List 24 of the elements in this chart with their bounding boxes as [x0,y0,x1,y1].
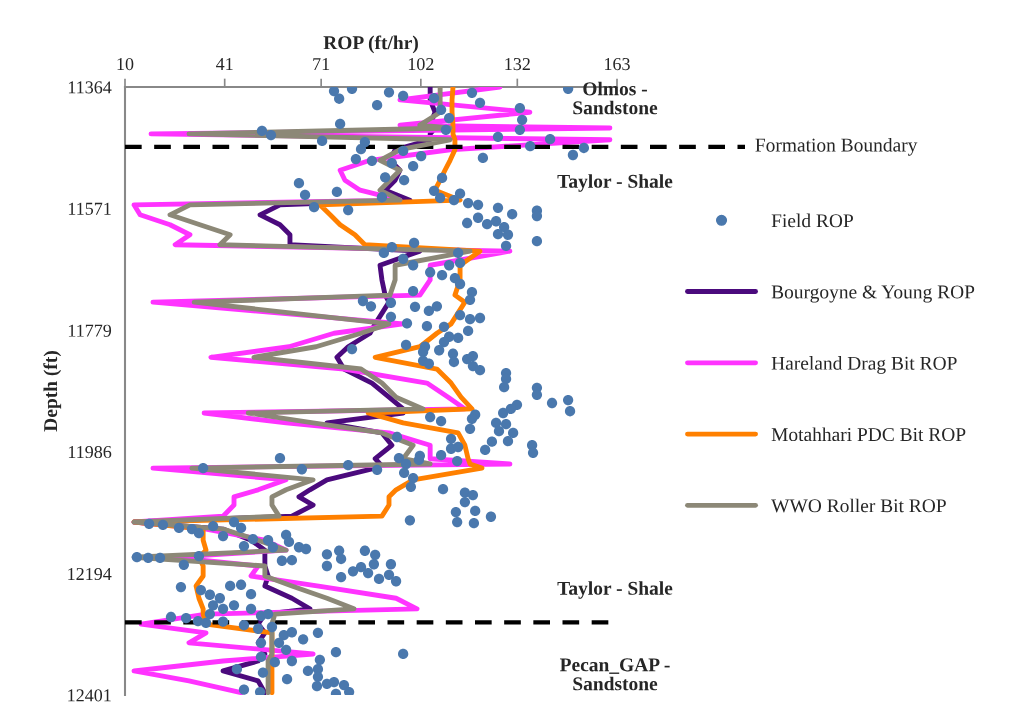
x-tick-label: 71 [313,58,330,70]
x-tick-label: 41 [216,58,233,70]
x-axis-title: ROP (ft/hr) [323,35,418,54]
legend-label: WWO Roller Bit ROP [771,498,946,513]
x-tick-label: 10 [117,57,134,71]
x-tick-label: 163 [605,58,630,71]
y-tick-label: 12194 [68,567,112,581]
annotation: Taylor - Shale [557,581,673,599]
legend-label: Hareland Drag Bit ROP [771,356,957,374]
x-tick-label: 102 [408,57,434,71]
y-tick-label: 12401 [68,689,111,702]
annotation: Pecan_GAP - Sandstone [559,658,670,691]
annotation: Taylor - Shale [557,174,673,192]
ref-line-label: Formation Boundary [755,137,918,156]
y-tick-label: 11986 [68,445,112,459]
annotation: Olmos - Sandstone [573,81,658,115]
y-tick-label: 11364 [68,81,112,94]
y-tick-label: 11779 [68,324,112,337]
legend-label: Field ROP [771,213,853,228]
y-axis-title: Depth (ft) [43,351,62,432]
y-tick-label: 11571 [68,202,111,215]
legend-label: Bourgoyne & Young ROP [771,285,975,303]
legend-label: Motahhari PDC Bit ROP [771,427,966,442]
x-tick-label: 132 [505,58,530,71]
